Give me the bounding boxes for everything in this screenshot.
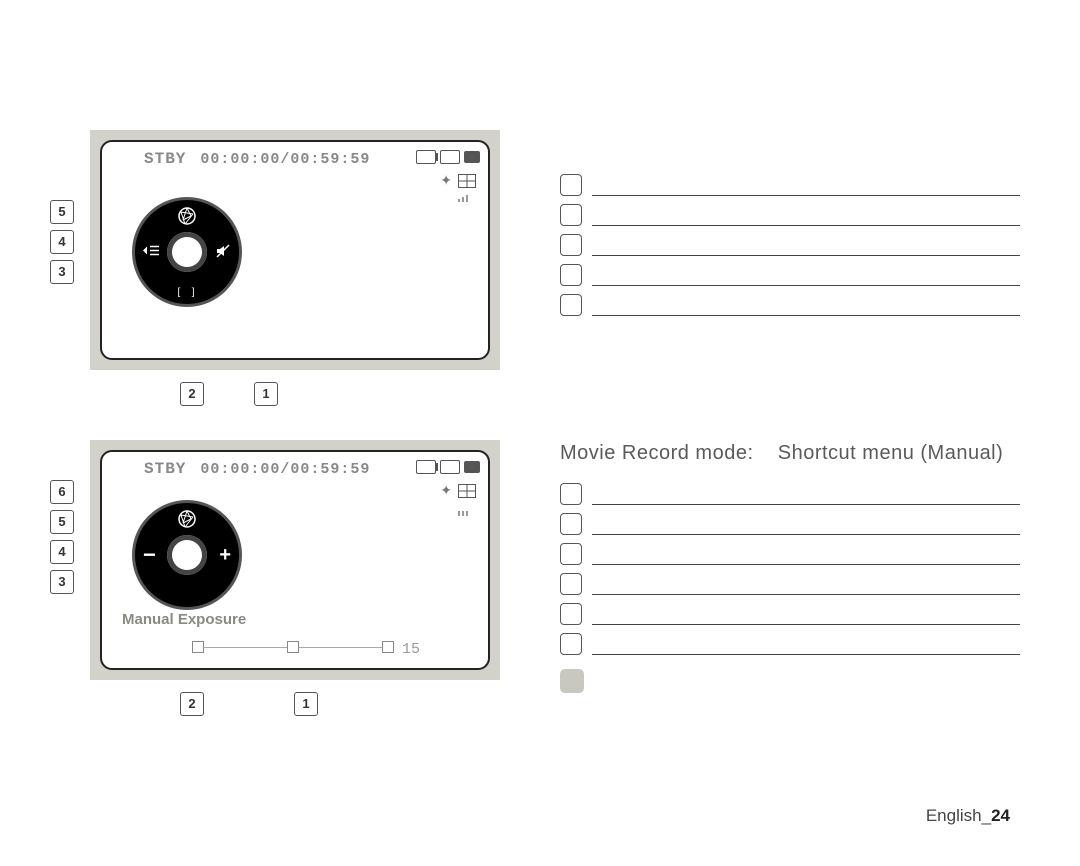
mute-icon <box>215 243 231 261</box>
screen2-top-icons <box>416 460 480 474</box>
exposure-value: 15 <box>402 641 420 658</box>
callout-4: 4 <box>50 230 74 254</box>
right-column <box>560 170 1020 316</box>
battery-icon <box>440 150 460 164</box>
menu-lines-icon <box>143 244 161 261</box>
checkbox-icon <box>560 543 582 565</box>
mode-icon <box>464 151 480 163</box>
right-column-2: Movie Record mode: Shortcut menu (Manual… <box>560 442 1020 693</box>
card-icon <box>416 460 436 474</box>
time-counter: 00:00:00/00:59:59 <box>200 151 370 168</box>
checkbox-icon <box>560 204 582 226</box>
aperture-icon <box>177 509 197 531</box>
slider-thumb[interactable] <box>287 641 299 653</box>
checkbox-icon <box>560 234 582 256</box>
list-item <box>560 599 1020 625</box>
checkbox-icon <box>560 633 582 655</box>
list-item <box>560 509 1020 535</box>
exposure-slider[interactable] <box>192 640 392 654</box>
checkbox-icon <box>560 174 582 196</box>
plus-icon[interactable]: + <box>219 545 231 565</box>
mode-icon <box>464 461 480 473</box>
blank-line <box>592 564 1020 565</box>
dial-ok-button[interactable] <box>167 232 207 272</box>
callout-1: 1 <box>254 382 278 406</box>
signal-bars-icon <box>458 194 470 202</box>
signal-bars-icon <box>458 508 470 516</box>
list-item <box>560 200 1020 226</box>
note-box-icon <box>560 669 584 693</box>
screen1-top-icons <box>416 150 480 164</box>
focus-brackets-icon: [ ] <box>177 288 196 298</box>
footer-lang: English <box>926 806 982 825</box>
dial-ok-button[interactable] <box>167 535 207 575</box>
screen2-frame: STBY 00:00:00/00:59:59 ✦ − + <box>90 440 500 680</box>
slider-tick <box>382 641 394 653</box>
list-item <box>560 479 1020 505</box>
mode-label: Manual Exposure <box>122 611 246 628</box>
list-item <box>560 170 1020 196</box>
blank-line <box>592 624 1020 625</box>
callout-6: 6 <box>50 480 74 504</box>
leaf-icon: ✦ <box>440 172 452 189</box>
callout-2b: 2 <box>180 692 204 716</box>
callout-5: 5 <box>50 200 74 224</box>
screen1: STBY 00:00:00/00:59:59 ✦ <box>100 140 490 360</box>
footer-page: 24 <box>991 806 1010 825</box>
aperture-icon <box>177 206 197 228</box>
blank-line <box>592 594 1020 595</box>
checklist-2 <box>560 479 1020 655</box>
callout-3b: 3 <box>50 570 74 594</box>
list-item <box>560 539 1020 565</box>
callout-4b: 4 <box>50 540 74 564</box>
grid-icon <box>458 174 476 188</box>
screen1-frame: STBY 00:00:00/00:59:59 ✦ <box>90 130 500 370</box>
minus-icon[interactable]: − <box>143 544 156 566</box>
blank-line <box>592 255 1020 256</box>
callouts-screen1-side: 5 4 3 <box>50 200 74 290</box>
blank-line <box>592 315 1020 316</box>
list-item <box>560 230 1020 256</box>
callout-2: 2 <box>180 382 204 406</box>
callouts-screen1-bottom: 2 1 <box>180 382 278 412</box>
status-label: STBY <box>144 460 186 478</box>
section-title: Movie Record mode: Shortcut menu (Manual… <box>560 442 1020 465</box>
control-dial-manual[interactable]: − + <box>132 500 242 610</box>
blank-line <box>592 195 1020 196</box>
list-item <box>560 629 1020 655</box>
screen2: STBY 00:00:00/00:59:59 ✦ − + <box>100 450 490 670</box>
list-item <box>560 260 1020 286</box>
card-icon <box>416 150 436 164</box>
blank-line <box>592 225 1020 226</box>
checkbox-icon <box>560 573 582 595</box>
checkbox-icon <box>560 483 582 505</box>
blank-line <box>592 285 1020 286</box>
callouts-screen2-bottom: 2 1 <box>180 692 318 722</box>
callouts-screen2-side: 6 5 4 3 <box>50 480 74 600</box>
callout-5b: 5 <box>50 510 74 534</box>
checkbox-icon <box>560 603 582 625</box>
leaf-icon: ✦ <box>440 482 452 499</box>
screen1-row2-icons: ✦ <box>440 172 476 189</box>
blank-line <box>592 504 1020 505</box>
battery-icon <box>440 460 460 474</box>
time-counter: 00:00:00/00:59:59 <box>200 461 370 478</box>
control-dial[interactable]: [ ] <box>132 197 242 307</box>
checkbox-icon <box>560 294 582 316</box>
screen2-row2-icons: ✦ <box>440 482 476 499</box>
blank-line <box>592 654 1020 655</box>
list-item <box>560 569 1020 595</box>
blank-line <box>592 534 1020 535</box>
callout-1b: 1 <box>294 692 318 716</box>
list-item <box>560 290 1020 316</box>
callout-3: 3 <box>50 260 74 284</box>
grid-icon <box>458 484 476 498</box>
status-label: STBY <box>144 150 186 168</box>
checklist-1 <box>560 170 1020 316</box>
checkbox-icon <box>560 264 582 286</box>
page-footer: English_24 <box>926 806 1010 826</box>
slider-tick <box>192 641 204 653</box>
checkbox-icon <box>560 513 582 535</box>
